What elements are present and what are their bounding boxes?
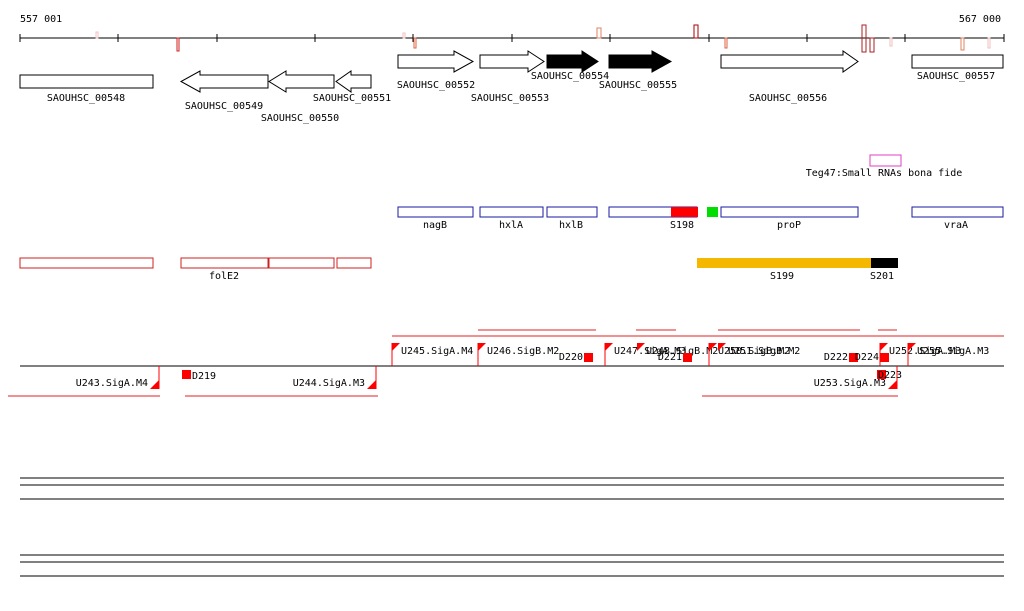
svg-text:D219: D219 bbox=[192, 371, 216, 382]
svg-text:D223: D223 bbox=[878, 370, 902, 381]
gene-SAOUHSC_00552[interactable]: SAOUHSC_00552 bbox=[397, 50, 475, 91]
svg-text:U255.SigA.M3: U255.SigA.M3 bbox=[917, 346, 989, 357]
expression-profile-bottom bbox=[20, 554, 1004, 577]
unit-U245[interactable]: U245.SigA.M4 bbox=[391, 343, 473, 366]
svg-text:SAOUHSC_00548: SAOUHSC_00548 bbox=[47, 93, 125, 104]
red-feature-4[interactable] bbox=[336, 257, 372, 269]
upper-units: U245.SigA.M4 U246.SigB.M2 D220 U247.SigA… bbox=[391, 343, 989, 366]
unit-U251[interactable]: U251.SigB.M2 bbox=[718, 343, 800, 357]
unit-D219[interactable]: D219 bbox=[182, 370, 216, 382]
feature-hxlB[interactable]: hxlB bbox=[546, 206, 598, 231]
svg-text:U243.SigA.M4: U243.SigA.M4 bbox=[76, 378, 148, 389]
ruler-start-label: 557 001 bbox=[20, 14, 62, 25]
transcription-unit-track: U245.SigA.M4 U246.SigB.M2 D220 U247.SigA… bbox=[8, 329, 1004, 397]
gene-SAOUHSC_00557[interactable]: SAOUHSC_00557 bbox=[911, 54, 1004, 82]
ruler-markers bbox=[95, 24, 991, 53]
unit-D221[interactable]: D221 bbox=[658, 352, 692, 363]
svg-text:SAOUHSC_00554: SAOUHSC_00554 bbox=[531, 71, 609, 82]
svg-text:SAOUHSC_00551: SAOUHSC_00551 bbox=[313, 93, 391, 104]
unit-U247[interactable]: U247.SigA.M3 bbox=[604, 343, 686, 366]
gene-track: SAOUHSC_00548 SAOUHSC_00549 SAOUHSC_0055… bbox=[19, 50, 1004, 124]
unit-D222[interactable]: D222 bbox=[824, 352, 858, 363]
svg-text:S199: S199 bbox=[770, 271, 794, 282]
red-feature-folE2-label: folE2 bbox=[209, 271, 239, 282]
svg-text:U246.SigB.M2: U246.SigB.M2 bbox=[487, 346, 559, 357]
svg-text:SAOUHSC_00553: SAOUHSC_00553 bbox=[471, 93, 549, 104]
gene-SAOUHSC_00551[interactable]: SAOUHSC_00551 bbox=[313, 70, 391, 104]
svg-text:U245.SigA.M4: U245.SigA.M4 bbox=[401, 346, 473, 357]
svg-text:D224: D224 bbox=[855, 352, 879, 363]
unit-U244[interactable]: U244.SigA.M3 bbox=[293, 366, 377, 389]
svg-text:nagB: nagB bbox=[423, 220, 447, 231]
svg-text:proP: proP bbox=[777, 220, 801, 231]
gene-SAOUHSC_00556[interactable]: SAOUHSC_00556 bbox=[720, 50, 859, 104]
svg-text:SAOUHSC_00552: SAOUHSC_00552 bbox=[397, 80, 475, 91]
feature-hxlA[interactable]: hxlA bbox=[479, 206, 544, 231]
svg-text:D222: D222 bbox=[824, 352, 848, 363]
red-feature-track: folE2 S199 S201 bbox=[19, 257, 898, 282]
red-feature-folE2[interactable] bbox=[180, 257, 269, 269]
svg-text:U252.SigA.M3: U252.SigA.M3 bbox=[889, 346, 961, 357]
expression-profile-top bbox=[20, 477, 1004, 500]
gene-SAOUHSC_00548[interactable]: SAOUHSC_00548 bbox=[19, 74, 154, 104]
unit-U250[interactable]: U250.SigB.M2 bbox=[708, 343, 790, 366]
feature-nagB[interactable]: nagB bbox=[397, 206, 474, 231]
svg-text:S201: S201 bbox=[870, 271, 894, 282]
unit-D220[interactable]: D220 bbox=[559, 352, 593, 363]
unit-U246[interactable]: U246.SigB.M2 bbox=[477, 343, 559, 366]
gene-name-track: nagB hxlA hxlB S198 proP vraA bbox=[397, 206, 1004, 231]
feature-S199[interactable]: S199 bbox=[697, 258, 871, 282]
svg-text:SAOUHSC_00556: SAOUHSC_00556 bbox=[749, 93, 827, 104]
gene-SAOUHSC_00549[interactable]: SAOUHSC_00549 bbox=[179, 70, 269, 112]
svg-text:U251.SigB.M2: U251.SigB.M2 bbox=[728, 346, 800, 357]
gene-SAOUHSC_00554[interactable]: SAOUHSC_00554 bbox=[531, 50, 609, 82]
red-feature-1[interactable] bbox=[19, 257, 154, 269]
svg-text:U244.SigA.M3: U244.SigA.M3 bbox=[293, 378, 365, 389]
unit-U243[interactable]: U243.SigA.M4 bbox=[76, 366, 160, 389]
svg-text:hxlA: hxlA bbox=[499, 220, 523, 231]
unit-U252[interactable]: U252.SigA.M3 bbox=[879, 343, 961, 366]
unit-D224[interactable]: D224 bbox=[855, 352, 889, 363]
gene-SAOUHSC_00553[interactable]: SAOUHSC_00553 bbox=[471, 50, 549, 104]
svg-text:U247.SigA.M3: U247.SigA.M3 bbox=[614, 346, 686, 357]
coordinate-ruler: 557 001 567 000 bbox=[19, 14, 1005, 53]
svg-text:SAOUHSC_00555: SAOUHSC_00555 bbox=[599, 80, 677, 91]
svg-text:hxlB: hxlB bbox=[559, 220, 583, 231]
feature-vraA[interactable]: vraA bbox=[911, 206, 1004, 231]
feature-S198[interactable]: S198 bbox=[670, 207, 698, 231]
svg-text:S198: S198 bbox=[670, 220, 694, 231]
svg-text:U253.SigA.M3: U253.SigA.M3 bbox=[814, 378, 886, 389]
red-feature-3[interactable] bbox=[268, 257, 335, 269]
svg-text:D221: D221 bbox=[658, 352, 682, 363]
feature-proP[interactable]: proP bbox=[720, 206, 859, 231]
svg-text:SAOUHSC_00550: SAOUHSC_00550 bbox=[261, 113, 339, 124]
gene-SAOUHSC_00555[interactable]: SAOUHSC_00555 bbox=[599, 50, 677, 91]
svg-text:U248.SigB.M2: U248.SigB.M2 bbox=[646, 346, 718, 357]
unit-U255[interactable]: U255.SigA.M3 bbox=[907, 343, 989, 366]
feature-green-marker[interactable] bbox=[707, 207, 718, 217]
small-rna-label: Teg47:Small RNAs bona fide bbox=[806, 168, 963, 179]
svg-text:D220: D220 bbox=[559, 352, 583, 363]
unit-U253[interactable]: U253.SigA.M3 bbox=[814, 366, 898, 389]
feature-S201[interactable]: S201 bbox=[870, 258, 898, 282]
unit-D223[interactable]: D223 bbox=[877, 370, 902, 381]
lower-units: U243.SigA.M4 D219 U244.SigA.M3 U253.SigA… bbox=[76, 366, 902, 389]
small-rna-feature[interactable]: Teg47:Small RNAs bona fide bbox=[806, 154, 963, 179]
svg-text:SAOUHSC_00557: SAOUHSC_00557 bbox=[917, 71, 995, 82]
gene-SAOUHSC_00550[interactable]: SAOUHSC_00550 bbox=[261, 70, 339, 124]
svg-text:vraA: vraA bbox=[944, 220, 968, 231]
svg-text:SAOUHSC_00549: SAOUHSC_00549 bbox=[185, 101, 263, 112]
svg-text:U250.SigB.M2: U250.SigB.M2 bbox=[718, 346, 790, 357]
ruler-end-label: 567 000 bbox=[959, 14, 1001, 25]
unit-U248[interactable]: U248.SigB.M2 bbox=[637, 343, 718, 357]
